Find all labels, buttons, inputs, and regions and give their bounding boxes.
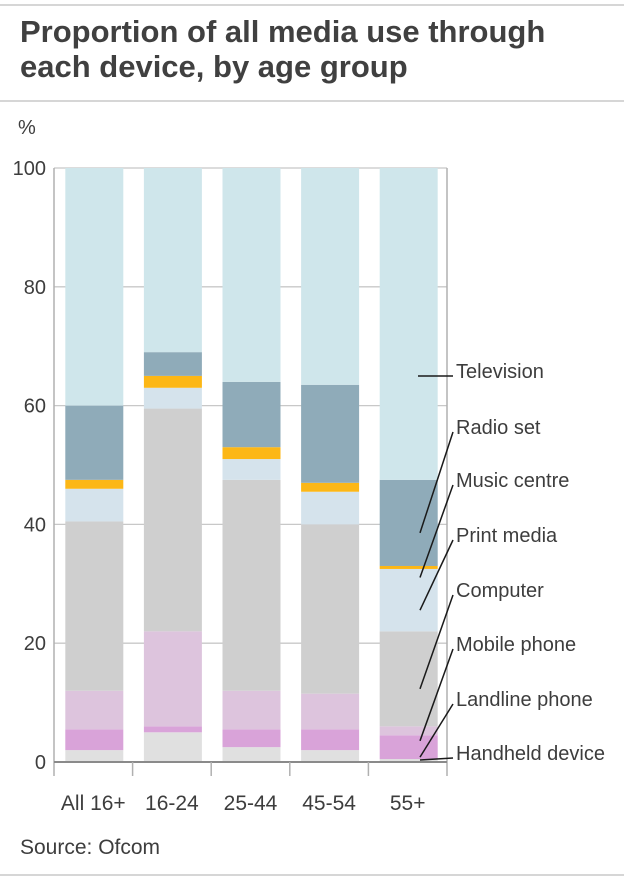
bar-segment-mobile-phone-16-24: [143, 631, 202, 727]
x-tick-label: 16-24: [145, 792, 199, 815]
bar-segment-computer-16-24: [143, 408, 202, 632]
bar-segment-handheld-device-all-16: [65, 750, 124, 762]
bar-segment-landline-phone-25-44: [222, 729, 281, 748]
legend-label-handheld-device: Handheld device: [456, 743, 605, 765]
legend-label-computer: Computer: [456, 580, 544, 602]
bar-segment-mobile-phone-45-54: [301, 693, 360, 730]
x-tick-label: 55+: [390, 792, 426, 815]
bar-segment-television-55: [379, 168, 438, 480]
bar-segment-computer-45-54: [301, 524, 360, 694]
bar-segment-television-16-24: [143, 168, 202, 353]
legend: Television Radio set Music centre Print med…: [418, 361, 605, 765]
y-tick-label: 0: [35, 752, 46, 774]
bar-segment-landline-phone-45-54: [301, 729, 360, 751]
bar-segment-radio-set-all-16: [65, 405, 124, 480]
source-note: Source: Ofcom: [20, 836, 161, 859]
bar-segment-print-media-55: [379, 568, 438, 632]
y-tick-label: 20: [24, 633, 46, 655]
bar-segment-mobile-phone-55: [379, 726, 438, 736]
leader-line-computer: [419, 594, 454, 690]
title-divider: [0, 100, 624, 102]
bar-segment-music-centre-45-54: [301, 482, 360, 492]
bar-segment-print-media-16-24: [143, 387, 202, 409]
bar-segment-print-media-25-44: [222, 459, 281, 480]
bar-segment-radio-set-45-54: [301, 384, 360, 483]
bar-segment-music-centre-55: [379, 565, 438, 569]
legend-label-print-media: Print media: [456, 525, 558, 547]
leader-line-landline-phone: [419, 703, 454, 758]
leader-line-radio-set: [419, 431, 454, 534]
bar-segment-television-25-44: [222, 168, 281, 382]
axes: % 0 20 40 60 80 100 All 16+ 16-24 25-44 45-54 55+: [13, 117, 448, 815]
bar-segment-mobile-phone-25-44: [222, 690, 281, 730]
bar-segment-handheld-device-25-44: [222, 747, 281, 762]
y-tick-label: 40: [24, 514, 46, 536]
legend-label-radio-set: Radio set: [456, 417, 541, 439]
bar-segment-landline-phone-all-16: [65, 729, 124, 751]
legend-label-mobile-phone: Mobile phone: [456, 634, 576, 656]
chart-title: Proportion of all media use through each…: [20, 14, 546, 84]
y-tick-label: 80: [24, 277, 46, 299]
legend-label-television: Television: [456, 361, 544, 383]
leader-line-mobile-phone: [419, 648, 454, 742]
bar-segment-radio-set-16-24: [143, 352, 202, 376]
y-tick-label: 100: [13, 158, 46, 180]
bar-segment-handheld-device-55: [379, 759, 438, 762]
bottom-rule: [0, 874, 624, 876]
bar-segment-television-45-54: [301, 168, 360, 385]
bar-segment-print-media-45-54: [301, 491, 360, 525]
legend-label-music-centre: Music centre: [456, 470, 569, 492]
bar-segment-computer-all-16: [65, 521, 124, 691]
y-tick-label: 60: [24, 396, 46, 418]
bar-segment-music-centre-all-16: [65, 479, 124, 489]
bar-segment-landline-phone-16-24: [143, 726, 202, 733]
leader-line-print-media: [419, 539, 454, 611]
bar-segment-music-centre-16-24: [143, 375, 202, 388]
x-tick-label: 45-54: [302, 792, 356, 815]
legend-label-landline-phone: Landline phone: [456, 689, 593, 711]
bar-segment-computer-25-44: [222, 479, 281, 691]
bar-segment-handheld-device-16-24: [143, 732, 202, 762]
y-axis-label: %: [18, 117, 36, 139]
bar-segment-computer-55: [379, 631, 438, 727]
leader-line-handheld-device: [419, 757, 454, 761]
bar-segment-print-media-all-16: [65, 488, 124, 522]
top-rule: [0, 4, 624, 6]
bar-segment-television-all-16: [65, 168, 124, 406]
bar-segment-radio-set-25-44: [222, 381, 281, 448]
bar-segment-music-centre-25-44: [222, 447, 281, 460]
bar-segment-landline-phone-55: [379, 735, 438, 760]
bar-segment-radio-set-55: [379, 479, 438, 566]
x-tick-label: All 16+: [61, 792, 126, 815]
bar-segment-mobile-phone-all-16: [65, 690, 124, 730]
bar-segment-handheld-device-45-54: [301, 750, 360, 762]
x-tick-label: 25-44: [224, 792, 278, 815]
leader-line-music-centre: [419, 484, 454, 578]
bars: [65, 168, 438, 762]
